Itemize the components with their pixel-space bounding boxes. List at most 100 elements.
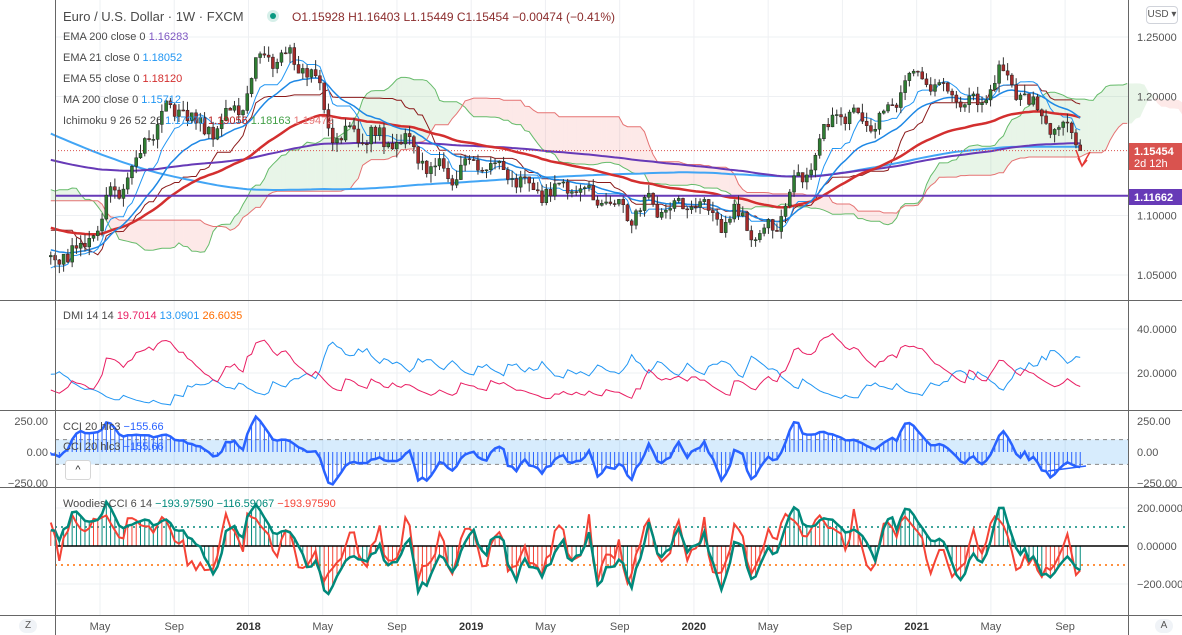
candle-body [224,108,228,121]
cloud-segment [1097,92,1102,153]
candle-body [984,99,989,104]
dmi-tick-label: 20.0000 [1137,368,1177,380]
candle-body [941,82,946,84]
candle-body [796,172,801,177]
cloud-segment [183,220,188,247]
candle-body [296,64,301,74]
candle-body [117,189,121,199]
cloud-segment [1067,97,1072,157]
cloud-segment [542,112,547,153]
candle-body [578,188,583,193]
cloud-segment [157,220,162,250]
ema55-line [50,110,1081,236]
candle-body [766,219,771,229]
down-arrow-annotation[interactable] [1075,149,1091,168]
cloud-segment [524,106,530,132]
auto-scale-button[interactable]: A [1155,619,1173,633]
candle-body [1031,96,1036,105]
cloud-segment [580,116,585,165]
cci-trendline[interactable] [1047,465,1087,472]
cloud-segment [332,137,337,192]
candle-body [309,69,314,78]
candle-body [928,84,933,92]
candle-body [1057,127,1061,130]
time-label: May [312,621,333,633]
cloud-segment [939,162,944,178]
cloud-segment [187,220,192,252]
cloud-segment [947,160,953,178]
hline-price: 1.11662 [1134,192,1173,204]
cloud-segment [1105,85,1111,150]
collapse-legend-button[interactable]: ^ [65,460,91,480]
cloud-segment [50,189,56,201]
main-legend: Euro / U.S. Dollar · 1W · FXCM O1.15928 … [63,9,615,510]
cloud-segment [110,216,115,231]
cloud-segment [1093,94,1098,153]
candle-body [736,203,741,217]
cloud-segment [1135,83,1141,119]
candle-body [360,142,365,145]
cloud-segment [1144,84,1149,108]
candle-body [399,142,403,145]
candle-body [266,54,271,58]
zoom-reset-button[interactable]: Z [19,619,37,633]
candle-body [689,206,694,210]
candle-body [151,139,156,141]
cloud-segment [635,126,641,174]
candle-body [711,210,715,213]
cloud-segment [708,165,713,189]
last-price-tag [1129,143,1182,170]
candle-body [301,68,305,74]
cloud-segment [379,90,384,160]
cloud-segment [883,212,889,225]
cci-legend-2: CCI 20 hlc3 −155.66 [63,441,164,453]
cloud-segment [238,204,244,225]
candle-body [621,199,625,206]
cloud-segment [1169,99,1175,109]
candle-body [489,163,493,171]
cloud-segment [1011,117,1017,162]
cloud-segment [981,146,987,176]
candle-body [83,242,87,248]
cloud-segment [311,142,316,192]
candle-body [467,158,472,160]
candle-body [1005,70,1010,76]
candle-body [407,133,412,137]
candle-body [655,203,660,218]
candle-body [604,201,608,204]
cloud-segment [294,149,299,192]
cloud-segment [858,211,863,219]
cloud-segment [1016,115,1021,160]
cloud-segment [956,153,961,178]
currency-select[interactable]: USD ▾ [1146,6,1178,24]
cloud-segment [601,116,607,163]
cloud-segment [281,154,286,192]
candle-body [168,100,173,105]
candle-body [369,126,373,145]
candle-body [916,70,920,73]
cloud-segment [935,162,940,183]
candle-body [591,185,596,201]
cloud-segment [422,79,427,142]
time-label: Sep [387,621,407,633]
candle-body [536,189,540,192]
candle-body [890,104,895,106]
candle-body [741,212,745,217]
cloud-segment [161,220,167,249]
cloud-segment [533,110,538,144]
cloud-segment [584,116,590,165]
cloud-segment [627,126,632,173]
candle-body [582,187,587,189]
cloud-segment [866,211,871,222]
candle-body [1018,94,1023,100]
candle-body [510,178,514,180]
candle-body [946,82,950,92]
candle-body [382,127,386,148]
candle-body [70,245,74,263]
candle-body [920,71,924,80]
cloud-segment [618,116,624,168]
cloud-segment [482,98,487,117]
candle-body [104,194,109,220]
